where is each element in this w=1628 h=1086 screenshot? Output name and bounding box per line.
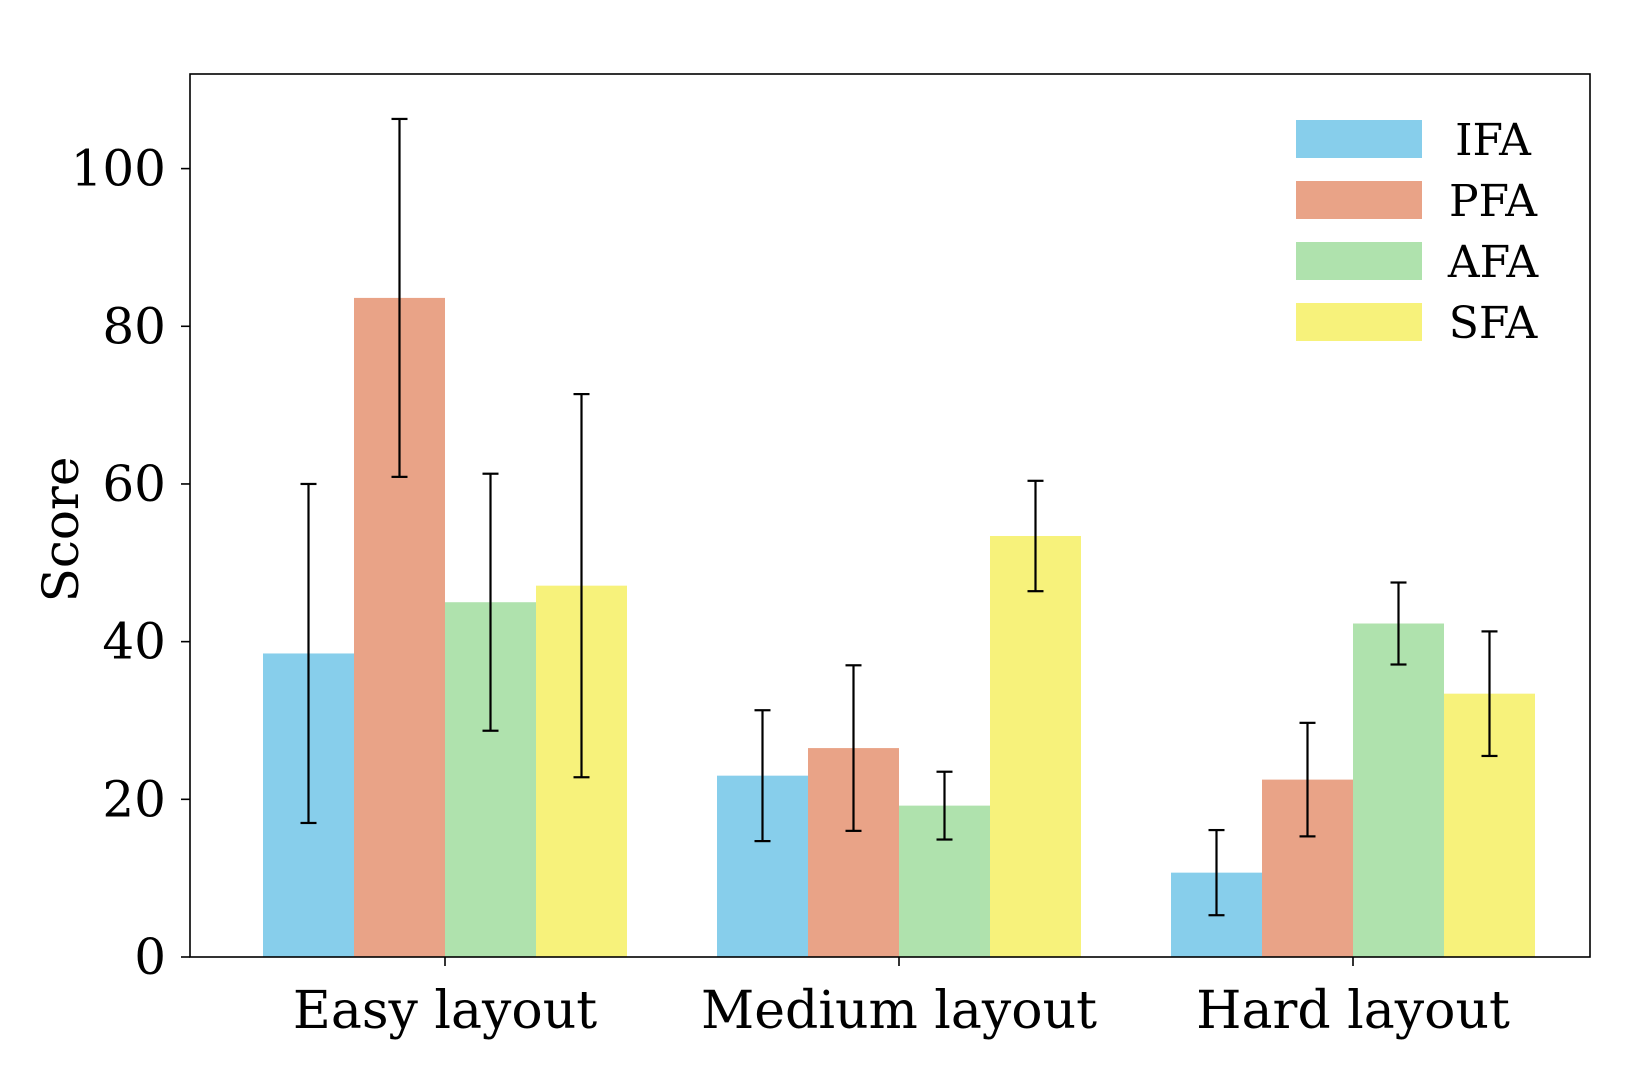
x-axis-ticks: Easy layout Medium layout Hard layout	[293, 957, 1510, 1041]
bar-hard-layout-afa	[1353, 623, 1444, 957]
y-axis-ticks: 0 20 40 60 80 100	[71, 140, 190, 986]
legend-swatch	[1296, 242, 1422, 280]
legend-swatch	[1296, 181, 1422, 219]
legend-label: PFA	[1449, 176, 1538, 227]
error-bar-easy-layout-pfa	[391, 117, 408, 478]
error-bars-layer	[300, 117, 1498, 917]
y-tick-label: 0	[134, 928, 166, 986]
legend-swatch	[1296, 120, 1422, 158]
legend-item-sfa: SFA	[1296, 298, 1539, 349]
error-bar-medium-layout-sfa	[1027, 479, 1044, 593]
error-bar-hard-layout-ifa	[1208, 828, 1225, 917]
x-tick-label-medium-layout: Medium layout	[701, 981, 1097, 1041]
legend-item-pfa: PFA	[1296, 176, 1538, 227]
x-tick-label-hard-layout: Hard layout	[1196, 981, 1510, 1041]
y-tick-label: 60	[102, 455, 166, 513]
error-bar-medium-layout-ifa	[754, 709, 771, 843]
legend-item-ifa: IFA	[1296, 115, 1532, 166]
error-bar-hard-layout-sfa	[1481, 630, 1498, 758]
legend-label: SFA	[1449, 298, 1539, 349]
error-bar-hard-layout-pfa	[1299, 721, 1316, 838]
error-bar-medium-layout-pfa	[845, 664, 862, 832]
y-tick-label: 20	[102, 770, 166, 828]
error-bar-easy-layout-sfa	[573, 392, 590, 779]
legend-label: AFA	[1447, 237, 1539, 288]
y-tick-label: 100	[71, 140, 166, 198]
legend-item-afa: AFA	[1296, 237, 1539, 288]
x-tick-label-easy-layout: Easy layout	[293, 981, 597, 1041]
error-bar-medium-layout-afa	[936, 770, 953, 841]
legend-swatch	[1296, 303, 1422, 341]
error-bar-hard-layout-afa	[1390, 581, 1407, 666]
y-tick-label: 80	[102, 297, 166, 355]
bar-medium-layout-sfa	[990, 535, 1081, 957]
bars-layer	[263, 297, 1535, 957]
legend: IFA PFA AFA SFA	[1296, 115, 1539, 349]
y-axis-title: Score	[32, 457, 90, 603]
error-bar-easy-layout-ifa	[300, 482, 317, 825]
legend-label: IFA	[1455, 115, 1532, 166]
error-bar-easy-layout-afa	[482, 472, 499, 732]
y-tick-label: 40	[102, 613, 166, 671]
plot-frame	[189, 73, 1591, 958]
